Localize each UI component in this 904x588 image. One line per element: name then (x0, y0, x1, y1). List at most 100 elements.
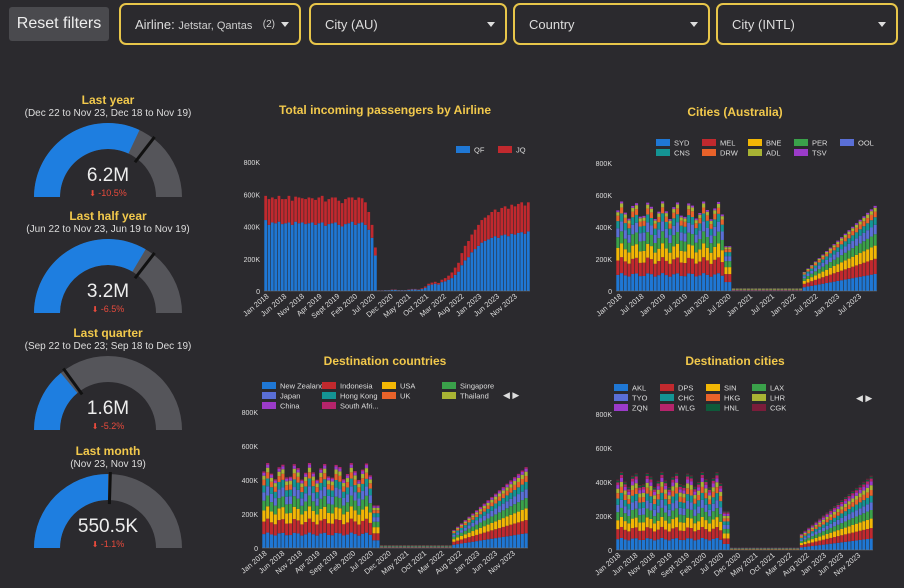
bar-segment (376, 510, 380, 514)
bar-segment (689, 518, 693, 529)
legend-label[interactable]: LAX (770, 384, 784, 393)
bar-segment (865, 478, 870, 480)
bar-segment (463, 527, 467, 531)
bar-segment (300, 198, 304, 223)
bar-segment (516, 487, 521, 495)
legend-label[interactable]: CNS (674, 149, 690, 158)
bar-segment (682, 485, 686, 487)
legend-label[interactable]: BNE (766, 139, 781, 148)
bar-segment (679, 240, 683, 251)
legend-label[interactable]: DPS (678, 384, 693, 393)
bar-segment (526, 231, 530, 291)
bar-segment (829, 527, 833, 533)
legend-label[interactable]: TYO (632, 394, 648, 403)
bar-segment (516, 475, 521, 478)
legend-label[interactable]: TSV (812, 149, 827, 158)
bar-segment (288, 535, 293, 548)
bar-segment (847, 526, 851, 534)
bar-segment (869, 274, 873, 291)
legend-label[interactable]: HNL (724, 404, 739, 413)
legend-label[interactable]: PER (812, 139, 828, 148)
bar-segment (698, 214, 702, 219)
bar-segment (726, 521, 730, 525)
filter-country-label: Country (529, 16, 575, 32)
bar-segment (347, 197, 351, 224)
filter-city-au[interactable]: City (AU) (309, 3, 507, 45)
gauge-target-marker (62, 367, 84, 396)
legend-label[interactable]: SIN (724, 384, 737, 393)
bar-segment (672, 259, 676, 275)
bar-segment (720, 250, 724, 263)
bar-segment (300, 487, 304, 493)
bar-segment (829, 514, 833, 517)
bar-segment (270, 197, 274, 223)
bar-segment (616, 237, 620, 248)
bar-segment (497, 493, 502, 497)
legend-label[interactable]: MEL (720, 139, 735, 148)
bar-segment (840, 249, 844, 256)
legend-label[interactable]: USA (400, 382, 415, 391)
bar-segment (693, 503, 697, 510)
legend-label[interactable]: Thailand (460, 392, 489, 401)
legend-swatch (442, 392, 456, 399)
gauge-delta: ⬇ -5.2% (92, 421, 124, 431)
bar-segment (722, 512, 726, 514)
bar-segment (493, 209, 497, 237)
filter-city-intl[interactable]: City (INTL) (716, 3, 898, 45)
legend-pager-countries[interactable]: ◀ ▶ (503, 390, 520, 400)
y-tick-label: 400K (596, 480, 613, 487)
bar-segment (705, 220, 709, 228)
bar-segment (433, 283, 437, 291)
legend-label[interactable]: WLG (678, 404, 695, 413)
legend-label[interactable]: New Zealand (280, 382, 324, 391)
bar-segment (471, 522, 475, 527)
bar-segment (678, 485, 682, 487)
bar-segment (364, 506, 369, 519)
legend-pager-cities[interactable]: ◀ ▶ (856, 393, 873, 403)
reset-filters-button[interactable]: Reset filters (9, 7, 109, 41)
legend-label[interactable]: JQ (516, 146, 526, 155)
bar-segment (501, 488, 505, 491)
y-tick-label: 800K (596, 412, 613, 419)
bar-segment (653, 220, 657, 224)
bar-segment (509, 481, 513, 485)
bar-segment (364, 202, 367, 225)
legend-label[interactable]: China (280, 402, 300, 411)
bar-segment (810, 270, 814, 274)
bar-segment (463, 523, 467, 526)
bar-segment (671, 510, 675, 520)
bar-segment (693, 487, 697, 490)
legend-label[interactable]: CHC (678, 394, 695, 403)
legend-label[interactable]: Japan (280, 392, 300, 401)
legend-label[interactable]: Hong Kong (340, 392, 378, 401)
legend-label[interactable]: UK (400, 392, 410, 401)
legend-label[interactable]: HKG (724, 394, 740, 403)
bar-segment (524, 481, 528, 490)
bar-segment (664, 480, 668, 482)
legend-label[interactable]: OOL (858, 139, 874, 148)
filter-airline[interactable]: Airline: Jetstar, Qantas (2) (119, 3, 301, 45)
bar-segment (728, 261, 732, 268)
filter-country[interactable]: Country (513, 3, 710, 45)
legend-label[interactable]: ZQN (632, 404, 648, 413)
legend-label[interactable]: Singapore (460, 382, 494, 391)
bar-segment (524, 476, 528, 482)
legend-label[interactable]: SYD (674, 139, 690, 148)
bar-segment (266, 532, 270, 548)
legend-label[interactable]: DRW (720, 149, 739, 158)
bar-segment (713, 226, 717, 236)
bar-segment (452, 536, 456, 540)
bar-segment (693, 509, 697, 516)
bar-segment (627, 494, 631, 500)
bar-segment (694, 242, 698, 253)
filter-city-au-label: City (AU) (325, 16, 378, 32)
legend-label[interactable]: AKL (632, 384, 646, 393)
legend-label[interactable]: CGK (770, 404, 786, 413)
legend-label[interactable]: QF (474, 146, 485, 155)
legend-label[interactable]: LHR (770, 394, 786, 403)
bar-segment (311, 480, 315, 487)
bar-segment (490, 516, 494, 523)
legend-label[interactable]: South Afri... (340, 402, 379, 411)
legend-label[interactable]: Indonesia (340, 382, 373, 391)
legend-label[interactable]: ADL (766, 149, 781, 158)
